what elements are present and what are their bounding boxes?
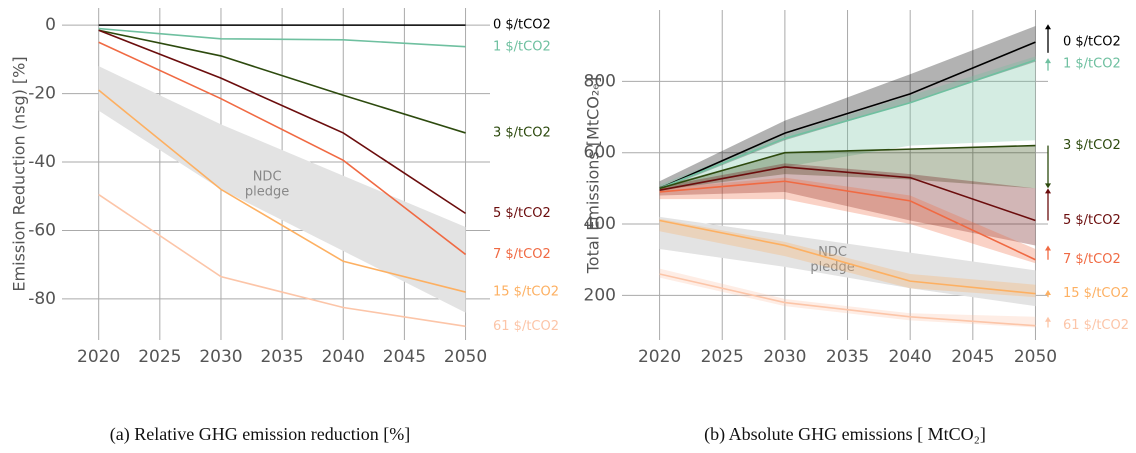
series-label: 0 $/tCO2 xyxy=(493,18,551,33)
x-tick-label: 2020 xyxy=(638,347,681,367)
series-line xyxy=(659,180,1036,261)
x-tick-label: 2050 xyxy=(444,347,487,367)
y-tick-label: 200 xyxy=(584,285,616,305)
y-axis-label: Emission Reduction (nsg) [%] xyxy=(10,56,29,291)
ndc-label: NDC xyxy=(253,170,282,185)
caption: (a) Relative GHG emission reduction [%] xyxy=(110,424,410,445)
series-label: 7 $/tCO2 xyxy=(1063,252,1121,267)
series-line xyxy=(659,59,1036,190)
series-line xyxy=(659,41,1036,190)
ndc-label: pledge xyxy=(245,185,289,200)
y-tick-label: 400 xyxy=(584,214,616,234)
y-tick-label: 800 xyxy=(584,71,616,91)
uncertainty-band xyxy=(659,56,1036,192)
uncertainty-band xyxy=(659,177,1036,264)
y-tick-label: -40 xyxy=(28,152,56,172)
x-tick-label: 2030 xyxy=(199,347,242,367)
series-label: 15 $/tCO2 xyxy=(493,285,559,300)
uncertainty-band xyxy=(659,26,1036,191)
series-line xyxy=(659,219,1036,295)
x-tick-label: 2045 xyxy=(383,347,426,367)
series-label: 61 $/tCO2 xyxy=(493,319,559,334)
x-tick-label: 2045 xyxy=(951,347,994,367)
arrow-head xyxy=(1045,290,1051,296)
arrow-head xyxy=(1045,188,1051,194)
series-label: 7 $/tCO2 xyxy=(493,247,551,262)
series-label: 3 $/tCO2 xyxy=(1063,138,1121,153)
x-tick-label: 2030 xyxy=(763,347,806,367)
ndc-label: pledge xyxy=(810,260,854,275)
series-label: 3 $/tCO2 xyxy=(493,125,551,140)
series-line xyxy=(659,273,1036,327)
series-line xyxy=(659,144,1036,190)
series-line xyxy=(98,29,466,134)
uncertainty-band xyxy=(659,218,1036,298)
series-line xyxy=(98,41,467,256)
ndc-band xyxy=(98,66,466,313)
series-line xyxy=(98,193,466,328)
panel: 2020 2025 2030 2035 2040 2045 2050 -80 -60 -40 -20… xyxy=(10,8,559,445)
arrow-head xyxy=(1045,58,1051,64)
arrow-head xyxy=(1045,316,1051,322)
series-label: 5 $/tCO2 xyxy=(493,206,551,221)
series-label: 0 $/tCO2 xyxy=(1063,35,1121,50)
arrow-head xyxy=(1045,245,1051,251)
y-tick-label: 0 xyxy=(45,15,56,35)
x-tick-label: 2025 xyxy=(138,347,181,367)
series-label: 61 $/tCO2 xyxy=(1063,318,1129,333)
x-tick-label: 2035 xyxy=(260,347,303,367)
series-line xyxy=(98,89,466,293)
series-label: 1 $/tCO2 xyxy=(1063,57,1121,72)
y-tick-label: -60 xyxy=(28,220,56,240)
x-tick-label: 2040 xyxy=(322,347,365,367)
arrow-head xyxy=(1045,183,1051,189)
x-tick-label: 2020 xyxy=(77,347,120,367)
caption: (b) Absolute GHG emissions [ MtCO₂] xyxy=(704,424,986,445)
y-tick-label: -20 xyxy=(28,84,56,104)
series-line xyxy=(659,166,1036,222)
uncertainty-band xyxy=(659,145,1036,191)
series-label: 15 $/tCO2 xyxy=(1063,286,1129,301)
series-label: 5 $/tCO2 xyxy=(1063,213,1121,228)
x-tick-label: 2025 xyxy=(701,347,744,367)
series-label: 1 $/tCO2 xyxy=(493,40,551,55)
uncertainty-band xyxy=(659,268,1036,328)
arrow-head xyxy=(1045,24,1051,30)
panel: 2020 2025 2030 2035 2040 2045 2050 200 400 600 800… xyxy=(584,10,1129,445)
x-tick-label: 2040 xyxy=(889,347,932,367)
series-line xyxy=(98,27,466,48)
y-axis-label: Total Emissions [MtCO₂ₑ] xyxy=(584,77,603,274)
x-tick-label: 2035 xyxy=(826,347,869,367)
series-line xyxy=(98,29,466,215)
y-tick-label: -80 xyxy=(28,289,56,309)
y-tick-label: 600 xyxy=(584,143,616,163)
x-tick-label: 2050 xyxy=(1014,347,1057,367)
